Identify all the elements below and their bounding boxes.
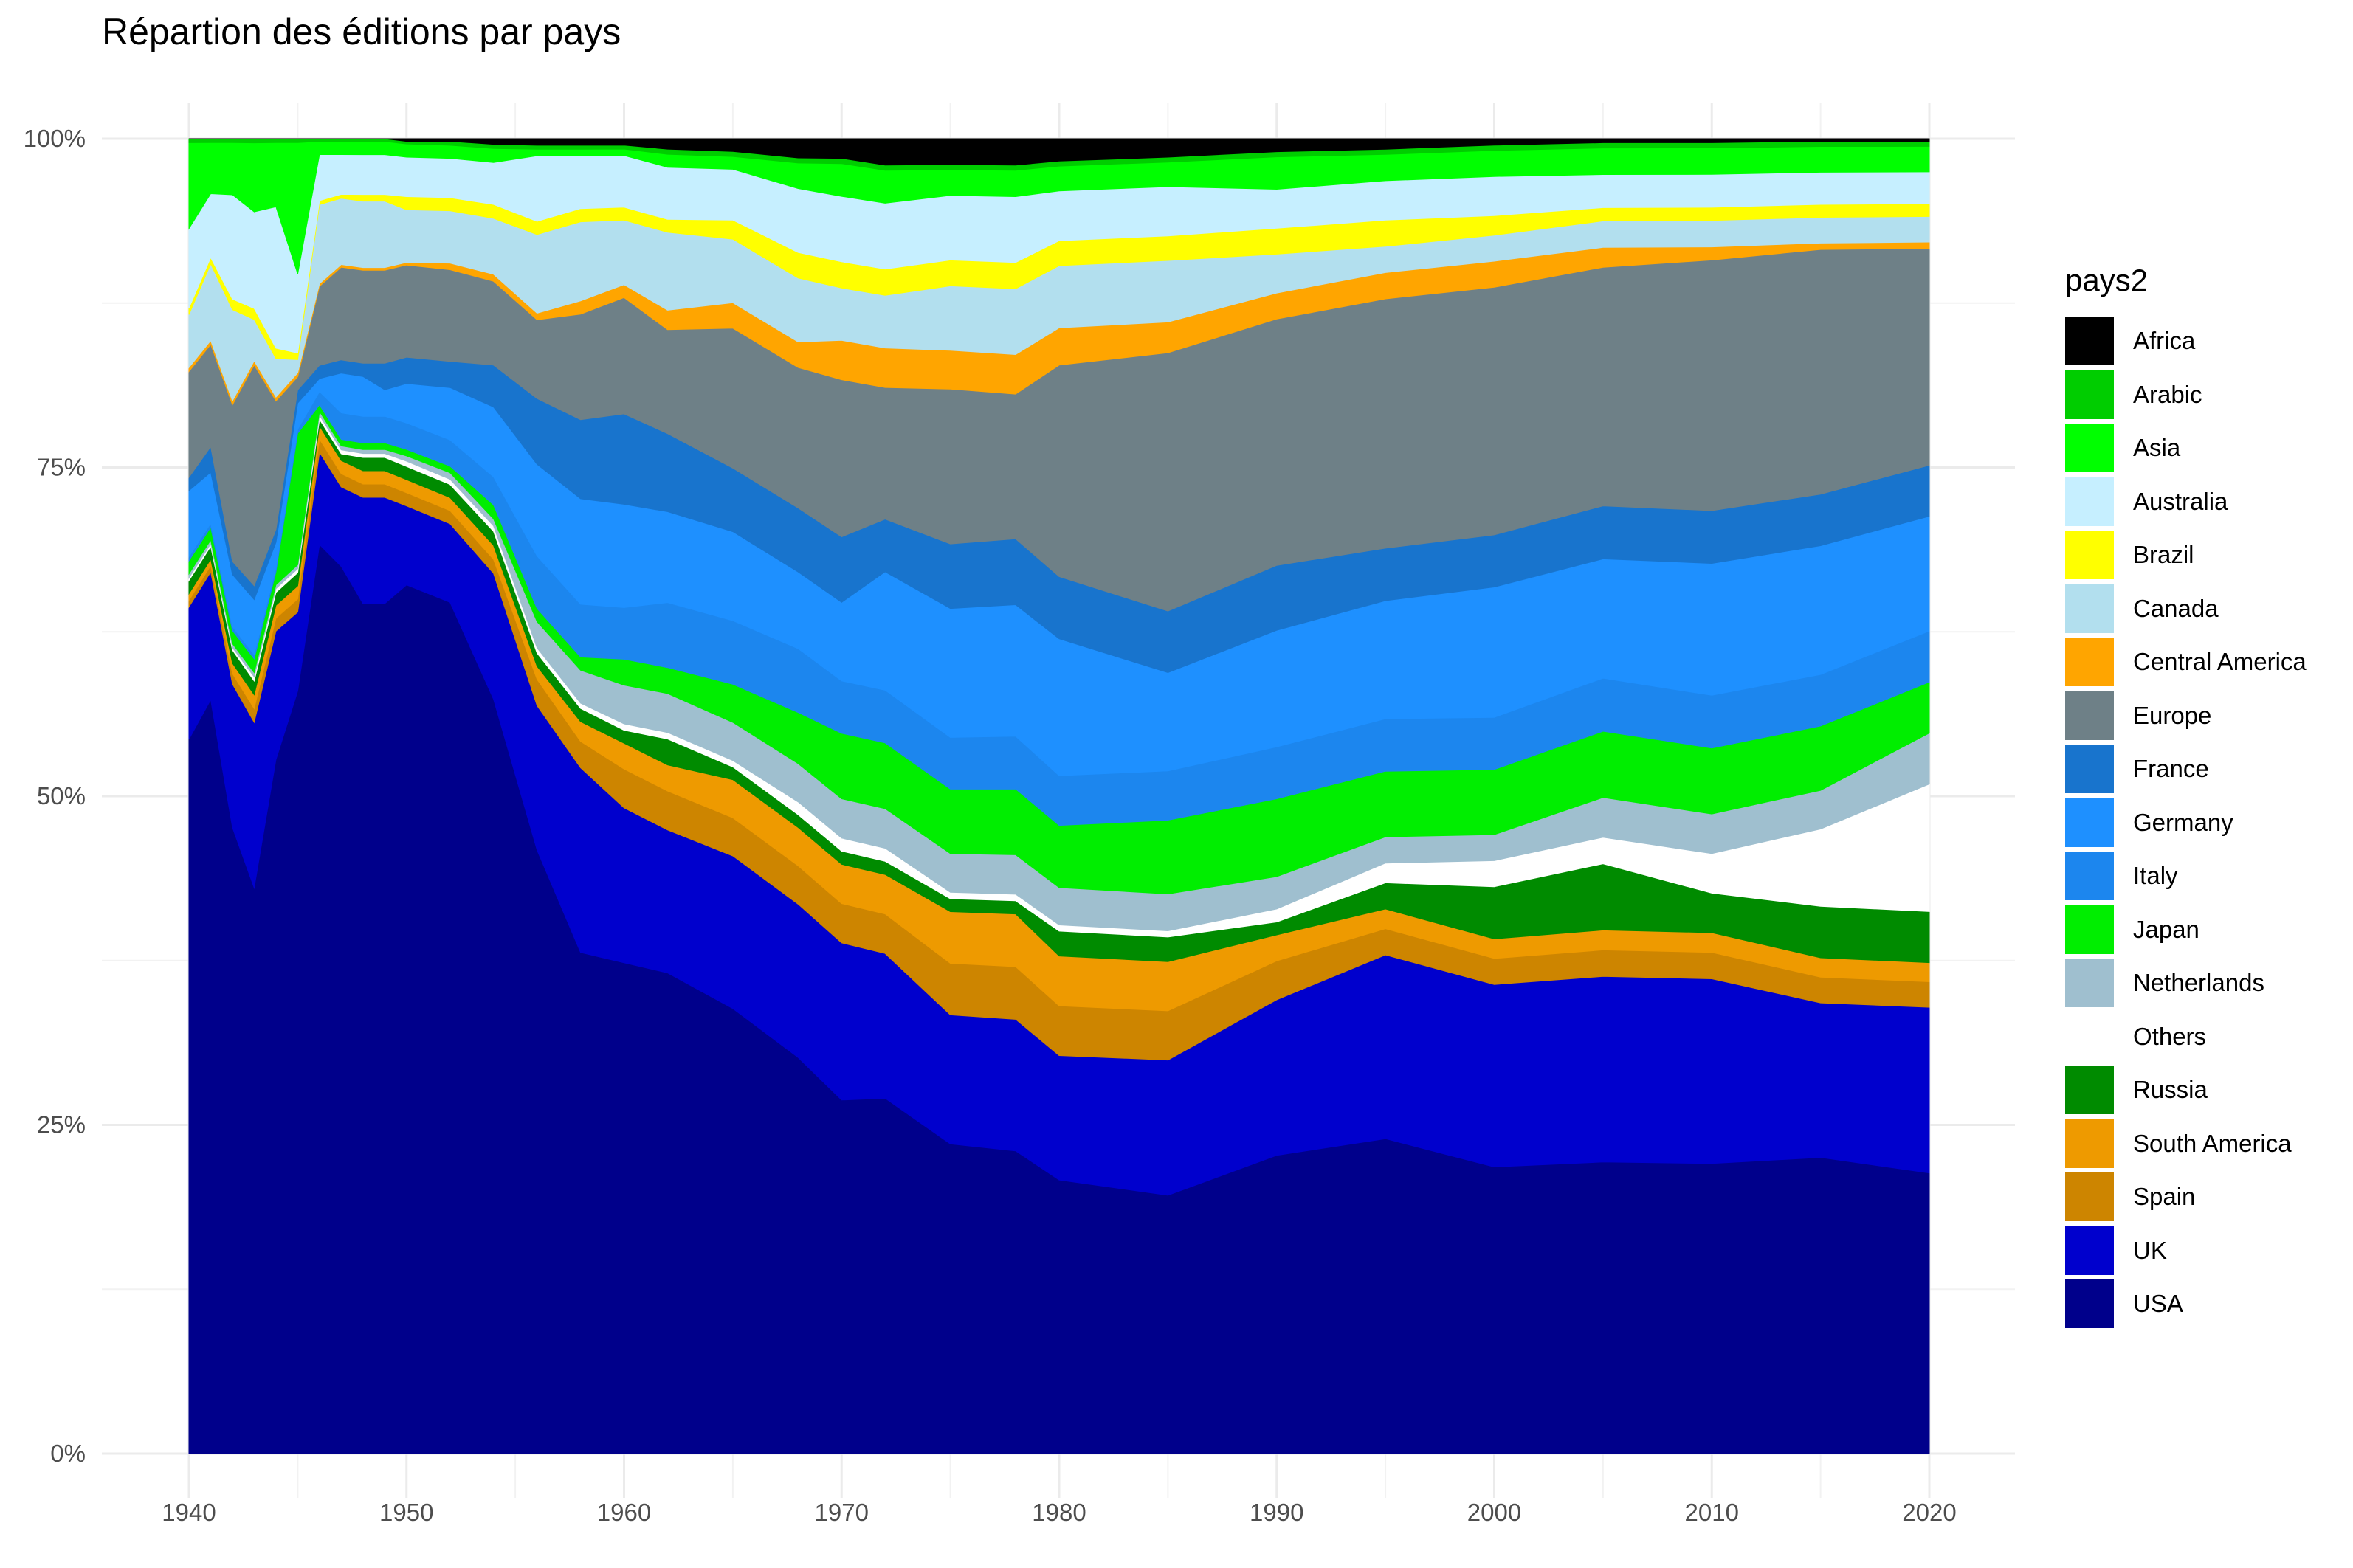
- legend-item: Australia: [2065, 475, 2307, 529]
- plot-area: 0% 25% 50% 75% 100% 1940 1950 1960 1970 1980 1990…: [24, 103, 2015, 1526]
- legend-item: Europe: [2065, 689, 2307, 743]
- legend-label: Germany: [2133, 808, 2233, 836]
- x-tick-label: 1980: [1032, 1499, 1086, 1526]
- legend-key: [2065, 745, 2114, 794]
- x-tick-label: 1970: [815, 1499, 869, 1526]
- legend-title: pays2: [2065, 263, 2149, 297]
- legend-item: Germany: [2065, 796, 2307, 850]
- x-tick-label: 2000: [1467, 1499, 1521, 1526]
- legend-label: Europe: [2133, 701, 2212, 729]
- legend-key: [2065, 1172, 2114, 1222]
- legend-item: Asia: [2065, 421, 2307, 475]
- y-tick-label: 25%: [37, 1111, 86, 1139]
- legend-key: [2065, 370, 2114, 419]
- legend-item: Netherlands: [2065, 956, 2307, 1010]
- legend-key: [2065, 317, 2114, 366]
- x-tick-label: 1940: [162, 1499, 216, 1526]
- legend-item: Spain: [2065, 1170, 2307, 1224]
- x-tick-label: 1950: [379, 1499, 433, 1526]
- legend-key: [2065, 1279, 2114, 1329]
- legend-item: Italy: [2065, 849, 2307, 903]
- legend-key: [2065, 1012, 2114, 1061]
- legend-label: Others: [2133, 1022, 2207, 1050]
- legend-item: Brazil: [2065, 528, 2307, 582]
- legend-key: [2065, 1226, 2114, 1275]
- chart-title: Répartion des éditions par pays: [102, 11, 621, 52]
- legend-item: Russia: [2065, 1063, 2307, 1117]
- legend-label: Arabic: [2133, 380, 2202, 408]
- legend-key: [2065, 1066, 2114, 1115]
- legend-label: France: [2133, 755, 2209, 783]
- legend-label: Australia: [2133, 487, 2228, 515]
- legend-key: [2065, 852, 2114, 901]
- y-tick-label: 50%: [37, 782, 86, 809]
- legend-key: [2065, 477, 2114, 526]
- y-tick-label: 100%: [24, 125, 86, 152]
- legend-label: Brazil: [2133, 541, 2194, 569]
- x-tick-label: 1960: [597, 1499, 651, 1526]
- legend-key: [2065, 638, 2114, 687]
- legend-key: [2065, 905, 2114, 954]
- x-axis: 1940 1950 1960 1970 1980 1990 2000 2010 2020: [162, 1499, 1956, 1526]
- legend-item: Others: [2065, 1010, 2307, 1064]
- legend-item: South America: [2065, 1117, 2307, 1171]
- legend-key: [2065, 959, 2114, 1008]
- legend-item: Africa: [2065, 314, 2307, 368]
- x-tick-label: 2010: [1685, 1499, 1739, 1526]
- legend-item: France: [2065, 742, 2307, 796]
- y-tick-label: 75%: [37, 454, 86, 481]
- legend-key: [2065, 424, 2114, 473]
- legend-label: Spain: [2133, 1183, 2196, 1211]
- area-africa: [189, 138, 1930, 166]
- y-axis: 0% 25% 50% 75% 100%: [24, 125, 86, 1467]
- legend-items: Africa Arabic Asia Australia Brazil Canada Cen…: [2065, 314, 2307, 1331]
- x-tick-label: 1990: [1250, 1499, 1303, 1526]
- legend-label: Netherlands: [2133, 969, 2264, 997]
- x-tick-label: 2020: [1902, 1499, 1956, 1526]
- legend-label: Africa: [2133, 327, 2196, 355]
- legend-item: Central America: [2065, 635, 2307, 689]
- legend-label: Japan: [2133, 915, 2199, 943]
- legend-label: South America: [2133, 1129, 2292, 1157]
- stacked-areas: [188, 138, 1930, 1454]
- legend-item: USA: [2065, 1277, 2307, 1331]
- legend-label: Central America: [2133, 648, 2307, 676]
- legend-label: Canada: [2133, 594, 2219, 622]
- legend-label: Italy: [2133, 862, 2178, 890]
- legend-key: [2065, 584, 2114, 633]
- legend-item: Japan: [2065, 903, 2307, 957]
- legend-item: Canada: [2065, 582, 2307, 636]
- legend-item: UK: [2065, 1224, 2307, 1278]
- legend-item: Arabic: [2065, 368, 2307, 422]
- legend-label: UK: [2133, 1236, 2167, 1264]
- legend-key: [2065, 1119, 2114, 1168]
- legend-label: Asia: [2133, 434, 2181, 462]
- legend-key: [2065, 691, 2114, 740]
- legend-key: [2065, 531, 2114, 580]
- legend-label: USA: [2133, 1290, 2183, 1318]
- legend-label: Russia: [2133, 1076, 2208, 1104]
- legend: pays2 Africa Arabic Asia Australia Brazil Can…: [2065, 263, 2307, 1331]
- legend-key: [2065, 798, 2114, 847]
- y-tick-label: 0%: [50, 1440, 86, 1467]
